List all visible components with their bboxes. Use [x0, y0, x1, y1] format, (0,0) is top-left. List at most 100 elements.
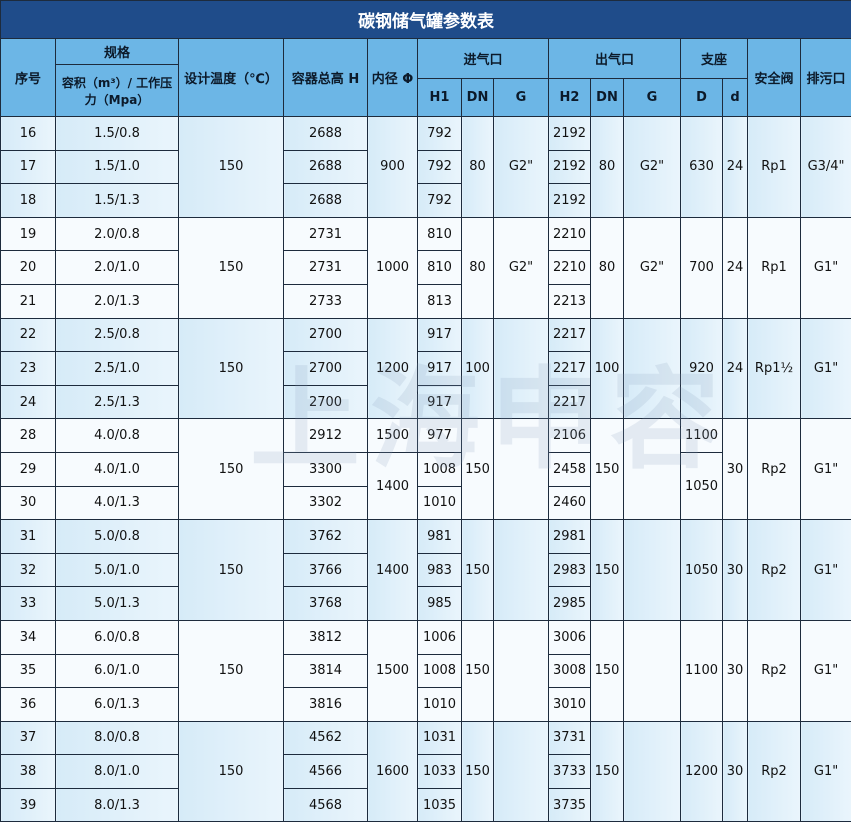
- height-cell: 3812: [283, 619, 368, 655]
- height-cell: 3768: [283, 586, 368, 621]
- header-dia: 内径 Φ: [367, 38, 418, 117]
- temp-cell: 150: [178, 116, 284, 218]
- h1-cell: 1033: [417, 754, 462, 789]
- g-in-cell: [493, 519, 549, 621]
- dn-in-cell: 80: [461, 116, 494, 218]
- seq-cell: 21: [0, 283, 56, 319]
- header-valve: 安全阀: [747, 38, 801, 117]
- header-d: d: [722, 78, 748, 117]
- dn-out-cell: 150: [590, 619, 624, 722]
- h1-cell: 977: [417, 418, 462, 453]
- support-D-cell: 1200: [680, 720, 723, 823]
- h2-cell: 2192: [548, 149, 591, 185]
- h1-cell: 917: [417, 317, 462, 353]
- dia-cell: 1500: [367, 418, 418, 453]
- header-h2: H2: [548, 78, 591, 117]
- table-row: 22 2.5/0.8 150 2700 1200 917 100 2217 100 920 24 Rp…: [0, 317, 851, 420]
- h1-cell: 917: [417, 384, 462, 420]
- seq-cell: 18: [0, 183, 56, 218]
- support-d-cell: 30: [722, 519, 748, 621]
- dn-in-cell: 150: [461, 619, 494, 722]
- header-dn-out: DN: [590, 78, 624, 117]
- header-height: 容器总高 H: [283, 38, 368, 117]
- support-D-cell: 1050: [680, 451, 723, 521]
- table-row: 20 2.0/1.0 2731 810 2210: [0, 250, 851, 285]
- seq-cell: 28: [0, 418, 56, 453]
- spec-cell: 2.0/0.8: [55, 216, 179, 252]
- g-out-cell: G2": [623, 116, 681, 218]
- dia-cell: 1000: [367, 216, 418, 319]
- g-out-cell: [623, 619, 681, 722]
- temp-cell: 150: [178, 216, 284, 319]
- spec-cell: 5.0/1.3: [55, 586, 179, 621]
- temp-cell: 150: [178, 720, 284, 823]
- dia-cell: 900: [367, 116, 418, 218]
- drain-cell: G1": [799, 519, 851, 621]
- table-row: 33 5.0/1.3 3768 985 2985: [0, 586, 851, 621]
- header-g-out: G: [623, 78, 681, 117]
- support-d-cell: 24: [722, 116, 748, 218]
- support-D-cell: 1050: [680, 519, 723, 621]
- header-seq: 序号: [0, 38, 56, 117]
- h2-cell: 3010: [548, 687, 591, 722]
- table-row: 28 4.0/0.8 150 2912 1500 977 150 2106 150 1100 30 R…: [0, 418, 851, 521]
- seq-cell: 22: [0, 317, 56, 353]
- height-cell: 2731: [283, 216, 368, 252]
- dia-cell: 1200: [367, 317, 418, 420]
- height-cell: 3766: [283, 552, 368, 588]
- spec-cell: 6.0/1.3: [55, 687, 179, 722]
- header-dn-in: DN: [461, 78, 494, 117]
- table-row: 30 4.0/1.3 3302 1010 2460: [0, 485, 851, 521]
- seq-cell: 34: [0, 619, 56, 655]
- support-D-cell: 630: [680, 116, 723, 218]
- valve-cell: Rp2: [747, 519, 801, 621]
- spec-cell: 2.0/1.3: [55, 283, 179, 319]
- dia-cell: 1400: [367, 451, 418, 521]
- support-d-cell: 30: [722, 720, 748, 823]
- seq-cell: 29: [0, 451, 56, 487]
- g-out-cell: [623, 519, 681, 621]
- valve-cell: Rp1: [747, 116, 801, 218]
- height-cell: 3816: [283, 687, 368, 722]
- support-D-cell: 1100: [680, 619, 723, 722]
- support-D-cell: 1100: [680, 418, 723, 453]
- height-cell: 2733: [283, 283, 368, 319]
- header-outlet: 出气口: [548, 38, 681, 79]
- height-cell: 4568: [283, 787, 368, 823]
- dn-out-cell: 80: [590, 116, 624, 218]
- h1-cell: 1008: [417, 451, 462, 487]
- h2-cell: 3731: [548, 720, 591, 756]
- valve-cell: Rp2: [747, 418, 801, 521]
- valve-cell: Rp2: [747, 619, 801, 722]
- seq-cell: 32: [0, 552, 56, 588]
- g-in-cell: [493, 418, 549, 521]
- table-row: 29 4.0/1.0 3300 1400 1008 2458 1050: [0, 451, 851, 521]
- height-cell: 3814: [283, 653, 368, 689]
- support-d-cell: 24: [722, 216, 748, 319]
- h2-cell: 2213: [548, 283, 591, 319]
- drain-cell: G1": [799, 216, 851, 319]
- spec-cell: 6.0/1.0: [55, 653, 179, 689]
- g-out-cell: [623, 317, 681, 420]
- header-h1: H1: [417, 78, 462, 117]
- table-row: 17 1.5/1.0 2688 792 2192: [0, 149, 851, 185]
- dn-out-cell: 150: [590, 519, 624, 621]
- drain-cell: G3/4": [799, 116, 851, 218]
- h2-cell: 2217: [548, 351, 591, 386]
- h2-cell: 2458: [548, 451, 591, 487]
- h1-cell: 983: [417, 552, 462, 588]
- h2-cell: 3733: [548, 754, 591, 789]
- seq-cell: 31: [0, 519, 56, 554]
- dn-out-cell: 80: [590, 216, 624, 319]
- g-in-cell: G2": [493, 216, 549, 319]
- seq-cell: 39: [0, 787, 56, 823]
- spec-cell: 5.0/1.0: [55, 552, 179, 588]
- spec-cell: 8.0/1.3: [55, 787, 179, 823]
- h2-cell: 2106: [548, 418, 591, 453]
- spec-cell: 1.5/1.0: [55, 149, 179, 185]
- h1-cell: 1006: [417, 619, 462, 655]
- g-out-cell: G2": [623, 216, 681, 319]
- header-inlet: 进气口: [417, 38, 549, 79]
- seq-cell: 30: [0, 485, 56, 521]
